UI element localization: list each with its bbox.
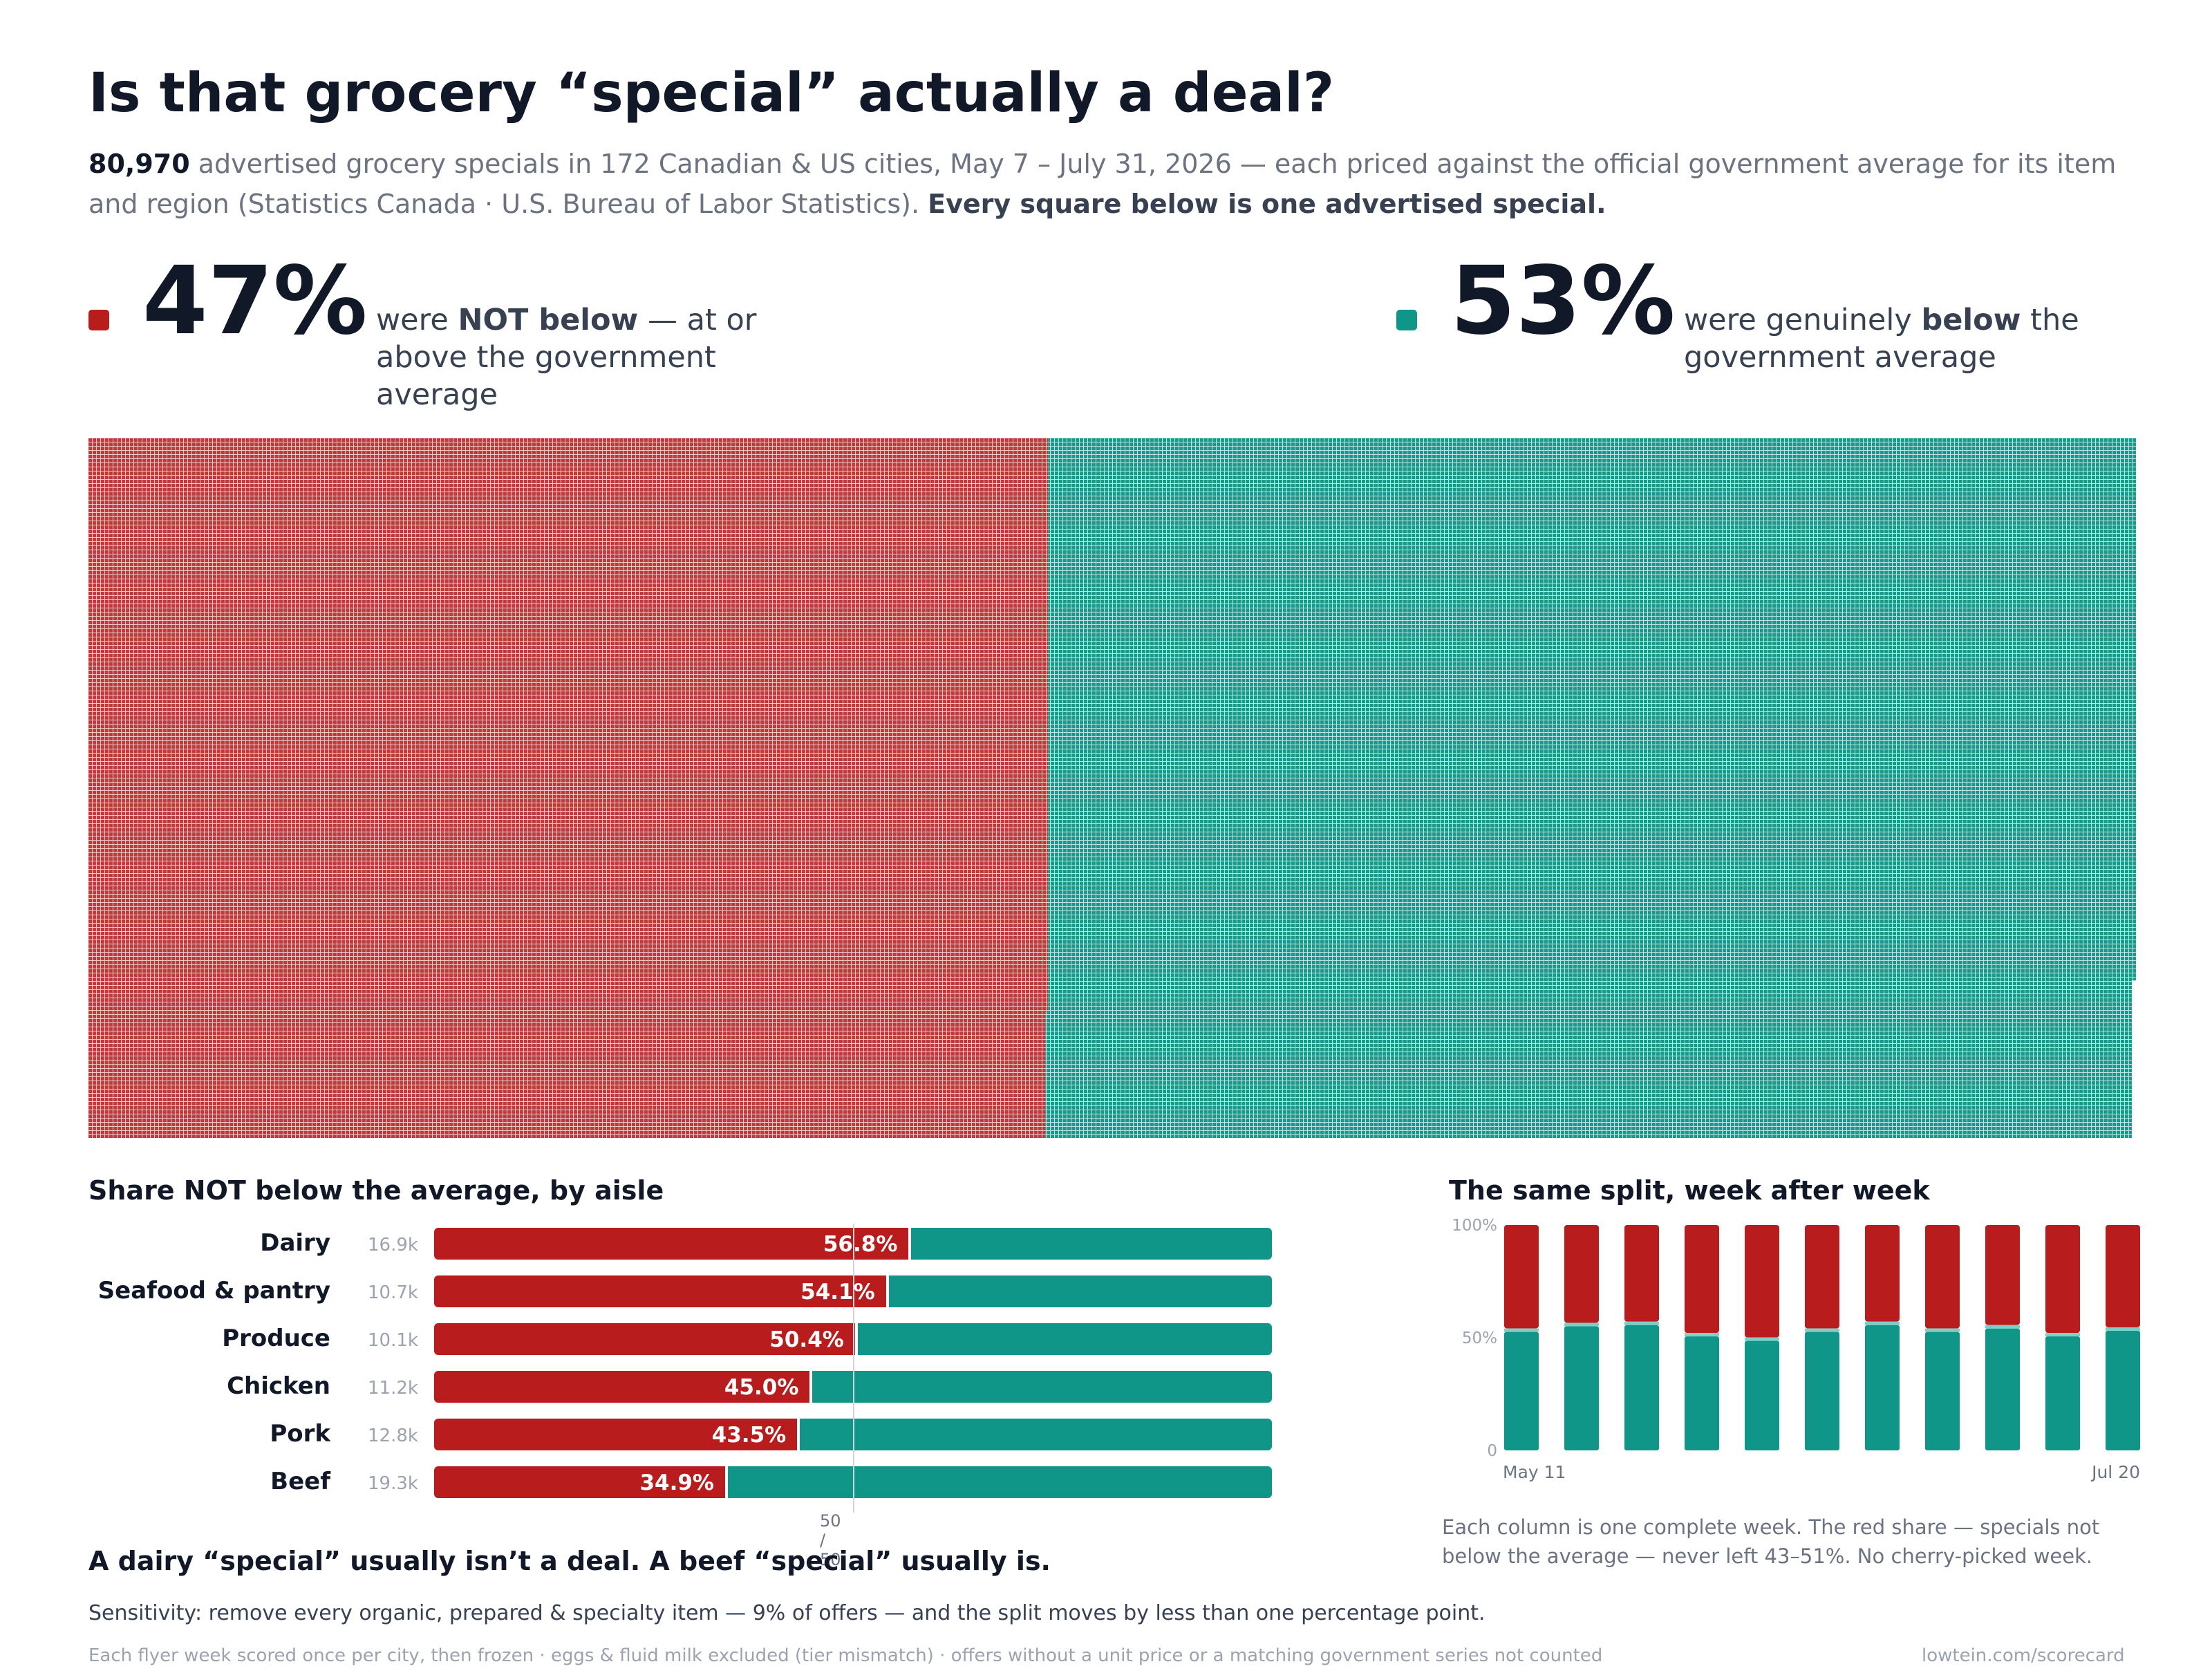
weekly-column-not-below [1745, 1225, 1779, 1338]
weekly-column-divider [1745, 1337, 1779, 1341]
weekly-column-below [1805, 1331, 1839, 1450]
aisle-bar-not-below [434, 1323, 855, 1355]
weekly-column-below [1925, 1331, 1960, 1450]
not-below-swatch [88, 310, 109, 330]
page-title: Is that grocery “special” actually a dea… [88, 62, 1335, 124]
weekly-column-divider [1865, 1321, 1900, 1325]
weekly-column-not-below [1925, 1225, 1960, 1329]
takeaway: A dairy “special” usually isn’t a deal. … [88, 1546, 1051, 1576]
weekly-column-divider [1805, 1328, 1839, 1332]
weekly-column-below [1745, 1340, 1779, 1450]
weekly-x-label-end: Jul 20 [2090, 1462, 2140, 1482]
aisle-count: 12.8k [368, 1426, 418, 1446]
aisle-count: 16.9k [368, 1235, 418, 1255]
below-swatch [1396, 310, 1417, 330]
weekly-chart: 0 50% 100% May 11 Jul 20 [1452, 1217, 2140, 1482]
aisle-count: 11.2k [368, 1378, 418, 1399]
weekly-column-not-below [1685, 1225, 1719, 1334]
page-subtitle: 80,970 advertised grocery specials in 17… [88, 144, 2121, 224]
not-below-description: were NOT below — at or above the governm… [376, 301, 777, 413]
weekly-column-below [1504, 1331, 1539, 1450]
fifty-fifty-reference-line [853, 1224, 854, 1513]
weekly-chart-note: Each column is one complete week. The re… [1442, 1515, 2100, 1568]
aisle-bar-value-label: 56.8% [823, 1232, 898, 1257]
aisle-bar-below [727, 1466, 1272, 1498]
weekly-column-not-below [2045, 1225, 2080, 1334]
aisle-chart-title: Share NOT below the average, by aisle [88, 1175, 664, 1206]
weekly-column-divider [1685, 1333, 1719, 1337]
below-text-post: the government average [1684, 303, 2079, 375]
weekly-column-below [1624, 1325, 1659, 1450]
aisle-bar-not-below [434, 1228, 909, 1260]
weekly-column-not-below [1564, 1225, 1599, 1323]
waffle-not-below-block [88, 438, 1049, 1138]
weekly-column-below [1685, 1336, 1719, 1450]
weekly-column-not-below [1985, 1225, 2020, 1325]
weekly-column-not-below [2106, 1225, 2140, 1327]
below-text-pre: were genuinely [1684, 303, 1922, 337]
weekly-column-not-below [1504, 1225, 1539, 1329]
waffle-below-block [1045, 438, 2136, 1138]
weekly-column-divider [1985, 1325, 2020, 1329]
not-below-percent: 47% [142, 247, 368, 356]
aisle-label: Produce [222, 1325, 330, 1352]
not-below-text-bold: NOT below [458, 303, 639, 337]
footer-link[interactable]: lowtein.com/scorecard [1922, 1645, 2125, 1666]
weekly-column-not-below [1865, 1225, 1900, 1322]
below-description: were genuinely below the government aver… [1684, 301, 2126, 376]
fifty-fifty-reference-label: 50 / 50 [820, 1511, 841, 1569]
aisle-bar-below [812, 1371, 1272, 1403]
aisle-bar-not-below [434, 1275, 886, 1307]
aisle-bar-below [888, 1275, 1272, 1307]
weekly-x-label-start: May 11 [1503, 1462, 1566, 1482]
sensitivity-note: Sensitivity: remove every organic, prepa… [88, 1601, 1485, 1625]
weekly-column-divider [1624, 1321, 1659, 1325]
weekly-column-below [1985, 1328, 2020, 1450]
below-text-bold: below [1921, 303, 2021, 337]
aisle-bar-below [857, 1323, 1272, 1355]
aisle-bar-value-label: 43.5% [711, 1423, 787, 1448]
aisle-label: Dairy [260, 1229, 330, 1257]
aisle-bar-value-label: 34.9% [639, 1470, 714, 1495]
weekly-y-tick: 0 [1487, 1442, 1497, 1460]
subtitle-count: 80,970 [88, 149, 190, 179]
weekly-column-below [1865, 1325, 1900, 1450]
aisle-bar-value-label: 45.0% [724, 1375, 799, 1400]
subtitle-bold: Every square below is one advertised spe… [928, 189, 1606, 219]
weekly-column-below [2106, 1330, 2140, 1450]
not-below-text-pre: were [376, 303, 458, 337]
aisle-bar-value-label: 54.1% [800, 1280, 875, 1305]
aisle-label: Chicken [227, 1372, 330, 1400]
aisle-label: Seafood & pantry [97, 1277, 330, 1305]
aisle-count: 10.7k [368, 1282, 418, 1303]
aisle-label: Pork [270, 1420, 330, 1448]
aisle-bar-not-below [434, 1371, 810, 1403]
aisle-count: 19.3k [368, 1473, 418, 1494]
methodology-footnote: Each flyer week scored once per city, th… [88, 1645, 1603, 1666]
weekly-column-below [1564, 1326, 1599, 1450]
aisle-bar-not-below [434, 1419, 798, 1450]
aisle-bar-below [800, 1419, 1272, 1450]
weekly-column-divider [1925, 1328, 1960, 1332]
weekly-column-not-below [1805, 1225, 1839, 1329]
weekly-column-divider [1504, 1328, 1539, 1332]
weekly-column-divider [1564, 1322, 1599, 1327]
aisle-bar-not-below [434, 1466, 725, 1498]
weekly-column-not-below [1624, 1225, 1659, 1322]
aisle-bar-value-label: 50.4% [769, 1327, 844, 1352]
aisle-label: Beef [270, 1468, 330, 1495]
weekly-column-below [2045, 1336, 2080, 1450]
weekly-column-divider [2045, 1333, 2080, 1337]
weekly-y-tick: 50% [1462, 1329, 1497, 1347]
waffle-chart [88, 438, 2136, 1138]
weekly-chart-title: The same split, week after week [1449, 1175, 1930, 1206]
not-below-text-post: — at or above the government average [376, 303, 757, 412]
weekly-y-tick: 100% [1452, 1217, 1497, 1235]
weekly-column-divider [2106, 1327, 2140, 1331]
aisle-count: 10.1k [368, 1330, 418, 1351]
below-percent: 53% [1450, 247, 1676, 356]
aisle-bar-below [911, 1228, 1272, 1260]
subtitle-text: advertised grocery specials in 172 Canad… [88, 149, 2117, 219]
